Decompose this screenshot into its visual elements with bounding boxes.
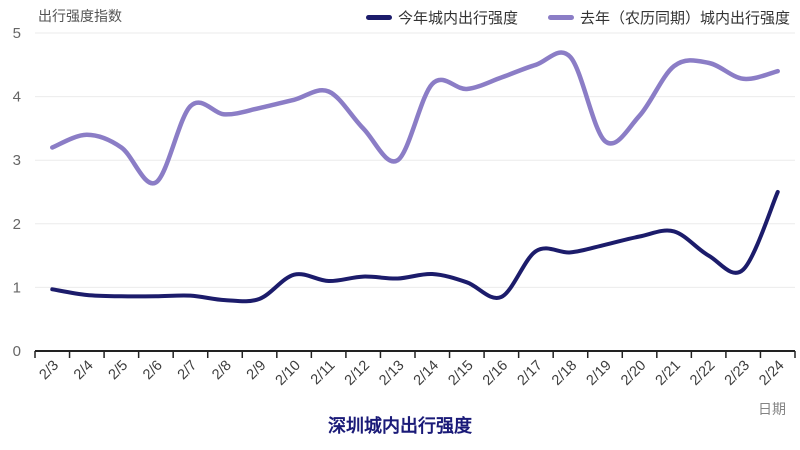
x-tick-label: 2/12 bbox=[342, 358, 373, 389]
x-tick-label: 2/24 bbox=[756, 358, 787, 389]
this-year-line-swatch-icon bbox=[365, 15, 392, 20]
legend-item-last-year[interactable]: 去年（农历同期）城内出行强度 bbox=[547, 7, 790, 28]
x-tick-label: 2/22 bbox=[687, 358, 718, 389]
x-tick-label: 2/9 bbox=[244, 358, 270, 384]
x-tick-label: 2/21 bbox=[653, 358, 684, 389]
y-tick-label: 4 bbox=[13, 89, 21, 106]
chart-title: 深圳城内出行强度 bbox=[328, 416, 472, 436]
y-axis-unit-label: 出行强度指数 bbox=[38, 8, 122, 24]
x-tick-label: 2/15 bbox=[445, 358, 476, 389]
x-tick-label: 2/4 bbox=[71, 358, 97, 384]
x-tick-label: 2/14 bbox=[411, 358, 442, 389]
x-tick-label: 2/23 bbox=[722, 358, 753, 389]
x-tick-label: 2/11 bbox=[308, 358, 339, 389]
y-tick-label: 2 bbox=[13, 216, 21, 233]
x-tick-label: 2/8 bbox=[209, 358, 235, 384]
y-tick-label: 1 bbox=[13, 279, 21, 296]
y-tick-label: 0 bbox=[13, 343, 21, 360]
x-tick-label: 2/10 bbox=[273, 358, 304, 389]
x-tick-label: 2/5 bbox=[106, 358, 132, 384]
x-tick-label: 2/20 bbox=[618, 358, 649, 389]
series-line-last-year bbox=[50, 50, 780, 186]
legend-item-this-year[interactable]: 今年城内出行强度 bbox=[365, 7, 518, 28]
y-tick-label: 3 bbox=[13, 152, 21, 169]
x-tick-label: 2/19 bbox=[584, 358, 615, 389]
x-tick-label: 2/17 bbox=[514, 358, 545, 389]
legend: 今年城内出行强度 去年（农历同期）城内出行强度 bbox=[365, 7, 790, 28]
x-tick-label: 2/6 bbox=[140, 358, 166, 384]
legend-label-last-year: 去年（农历同期）城内出行强度 bbox=[579, 10, 790, 27]
x-tick-label: 2/18 bbox=[549, 358, 580, 389]
x-tick-label: 2/16 bbox=[480, 358, 511, 389]
series-line-this-year bbox=[50, 190, 780, 304]
legend-label-this-year: 今年城内出行强度 bbox=[397, 10, 518, 27]
x-tick-label: 2/13 bbox=[376, 358, 407, 389]
x-axis-title: 日期 bbox=[758, 401, 786, 417]
y-tick-label: 5 bbox=[13, 25, 21, 42]
x-tick-label: 2/7 bbox=[175, 358, 201, 384]
x-tick-label: 2/3 bbox=[37, 358, 63, 384]
last-year-line-swatch-icon bbox=[547, 15, 574, 20]
